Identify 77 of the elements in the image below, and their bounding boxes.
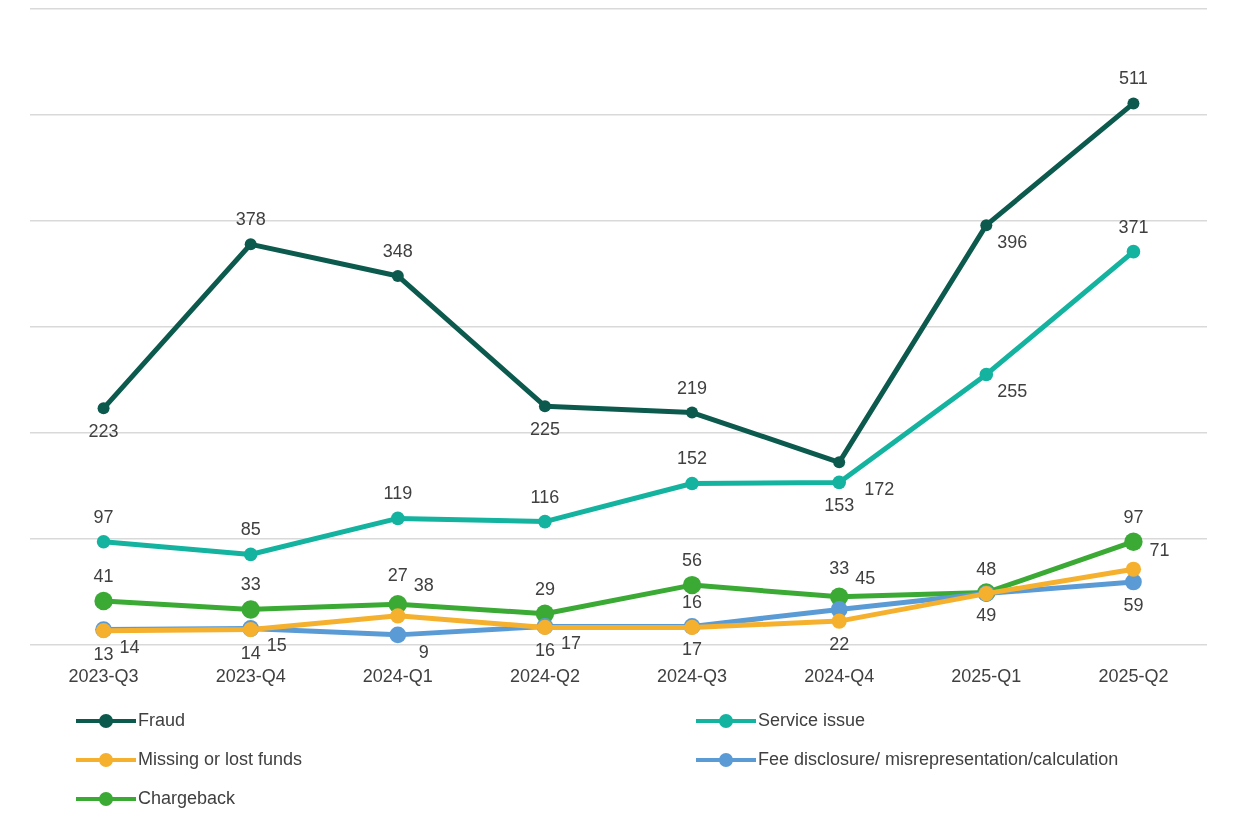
point: [538, 514, 552, 529]
legend-label: Fee disclosure/ misrepresentation/calculation: [758, 749, 1119, 770]
data-label: 71: [1149, 540, 1170, 561]
data-label: 15: [266, 635, 287, 656]
point: [389, 626, 407, 644]
point: [979, 367, 994, 382]
data-label: 14: [240, 642, 261, 663]
data-label: 29: [534, 578, 555, 599]
data-label: 172: [864, 479, 895, 500]
data-label: 17: [682, 639, 703, 660]
data-label: 153: [824, 495, 855, 516]
x-tick-label: 2023-Q3: [68, 666, 139, 687]
x-tick-label: 2024-Q4: [804, 666, 875, 687]
point: [1125, 561, 1142, 577]
point: [682, 575, 702, 595]
data-label: 219: [677, 377, 708, 398]
point: [685, 476, 699, 491]
data-label: 48: [976, 558, 997, 579]
data-label: 97: [1123, 506, 1144, 527]
point: [390, 608, 406, 624]
data-label: 16: [682, 592, 703, 613]
data-label: 49: [976, 605, 997, 626]
legend-label: Chargeback: [138, 788, 236, 809]
data-label: 396: [997, 232, 1028, 253]
data-label: 97: [93, 506, 114, 527]
point: [391, 511, 405, 526]
data-label: 371: [1118, 216, 1149, 237]
point: [244, 238, 257, 251]
data-label: 27: [387, 564, 408, 585]
data-label: 9: [418, 641, 429, 662]
legend-label: Fraud: [138, 710, 186, 731]
data-label: 56: [682, 550, 703, 571]
point: [1127, 97, 1140, 110]
data-label: 152: [677, 448, 708, 469]
point: [94, 591, 113, 611]
point: [96, 534, 111, 549]
data-label: 14: [119, 636, 140, 657]
data-label: 45: [855, 567, 876, 588]
legend-label: Service issue: [758, 710, 866, 731]
point: [97, 402, 110, 415]
x-tick-label: 2024-Q1: [362, 666, 433, 687]
x-tick-label: 2024-Q3: [657, 666, 728, 687]
data-label: 225: [529, 419, 560, 440]
point: [686, 406, 699, 419]
point: [1126, 244, 1141, 259]
data-label: 85: [240, 519, 261, 540]
data-label: 59: [1123, 594, 1144, 615]
data-label: 33: [240, 574, 261, 595]
data-label: 17: [560, 633, 581, 654]
data-label: 119: [383, 483, 413, 504]
data-label: 378: [235, 209, 266, 230]
x-tick-label: 2025-Q1: [951, 666, 1022, 687]
point: [243, 547, 258, 562]
data-label: 223: [88, 421, 119, 442]
point: [241, 600, 260, 619]
point: [833, 456, 846, 469]
data-label: 22: [829, 634, 850, 655]
data-label: 511: [1119, 68, 1148, 89]
data-label: 33: [829, 558, 850, 579]
data-label: 255: [997, 381, 1028, 402]
point: [832, 475, 846, 490]
point: [538, 400, 551, 413]
data-label: 38: [413, 575, 434, 596]
data-label: 16: [534, 640, 555, 661]
legend-label: Missing or lost funds: [138, 749, 303, 770]
data-label: 41: [93, 565, 114, 586]
point: [1124, 532, 1143, 551]
data-label: 116: [530, 486, 560, 507]
data-label: 13: [93, 643, 114, 664]
point: [1125, 573, 1142, 591]
point: [831, 613, 847, 629]
x-tick-label: 2023-Q4: [215, 666, 286, 687]
x-tick-label: 2025-Q2: [1098, 666, 1169, 687]
point: [391, 269, 404, 282]
point: [980, 219, 993, 232]
x-tick-label: 2024-Q2: [509, 666, 580, 687]
data-label: 348: [382, 240, 413, 261]
